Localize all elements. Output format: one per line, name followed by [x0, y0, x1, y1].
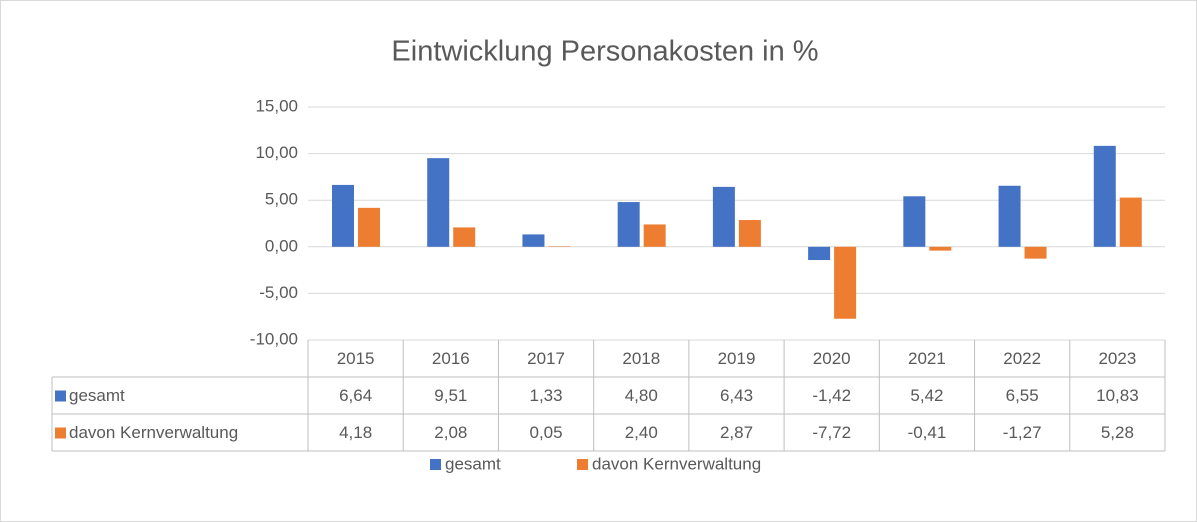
bar [1093, 145, 1116, 247]
bar [332, 184, 354, 247]
y-tick-label: 5,00 [265, 190, 298, 209]
bar [453, 227, 476, 247]
data-label: 4,80 [625, 386, 658, 405]
x-tick-label: 2018 [622, 349, 660, 368]
data-label: 9,51 [434, 386, 467, 405]
legend-key [55, 427, 66, 439]
data-label: 2,08 [434, 423, 467, 442]
data-label: -7,72 [812, 423, 851, 442]
bar [617, 202, 640, 247]
data-label: 10,83 [1096, 386, 1139, 405]
x-tick-label: 2017 [527, 349, 565, 368]
data-label: 1,33 [530, 386, 563, 405]
data-label: 6,55 [1006, 386, 1039, 405]
legend-label: davon Kernverwaltung [592, 454, 761, 473]
bar [358, 207, 380, 247]
legend-label: gesamt [445, 454, 501, 473]
data-label: 5,28 [1101, 423, 1134, 442]
x-tick-label: 2020 [813, 349, 851, 368]
legend-key [577, 459, 588, 470]
legend-key [55, 390, 66, 402]
x-tick-label: 2019 [718, 349, 756, 368]
data-label: -1,42 [812, 386, 851, 405]
data-label: 6,64 [339, 386, 372, 405]
bar [427, 158, 450, 247]
y-tick-label: 15,00 [255, 96, 298, 115]
bar [808, 246, 831, 261]
data-label: 2,87 [720, 423, 753, 442]
y-tick-label: 10,00 [255, 143, 298, 162]
table-row-label: gesamt [69, 386, 125, 405]
data-label: 6,43 [720, 386, 753, 405]
data-label: -0,41 [908, 423, 947, 442]
data-label: 0,05 [530, 423, 563, 442]
bar [643, 224, 666, 247]
bar [522, 234, 545, 247]
legend-key [430, 459, 441, 470]
data-label: 2,40 [625, 423, 658, 442]
bar [929, 246, 952, 251]
y-tick-label: -10,00 [250, 329, 298, 348]
y-tick-label: 0,00 [265, 236, 298, 255]
chart-title: Eintwicklung Personakosten in % [391, 36, 818, 68]
x-tick-label: 2022 [1003, 349, 1041, 368]
data-label: -1,27 [1003, 423, 1042, 442]
x-tick-label: 2016 [432, 349, 470, 368]
y-tick-label: -5,00 [259, 283, 298, 302]
x-tick-label: 2023 [1098, 349, 1136, 368]
bar [738, 220, 761, 247]
bar [712, 186, 735, 247]
bar [1024, 246, 1047, 259]
bar [998, 185, 1021, 247]
x-tick-label: 2015 [337, 349, 375, 368]
bar [834, 246, 857, 319]
data-label: 5,42 [910, 386, 943, 405]
data-label: 4,18 [339, 423, 372, 442]
bar [903, 196, 926, 247]
bar [1119, 197, 1142, 247]
x-tick-label: 2021 [908, 349, 946, 368]
table-row-label: davon Kernverwaltung [69, 423, 238, 442]
